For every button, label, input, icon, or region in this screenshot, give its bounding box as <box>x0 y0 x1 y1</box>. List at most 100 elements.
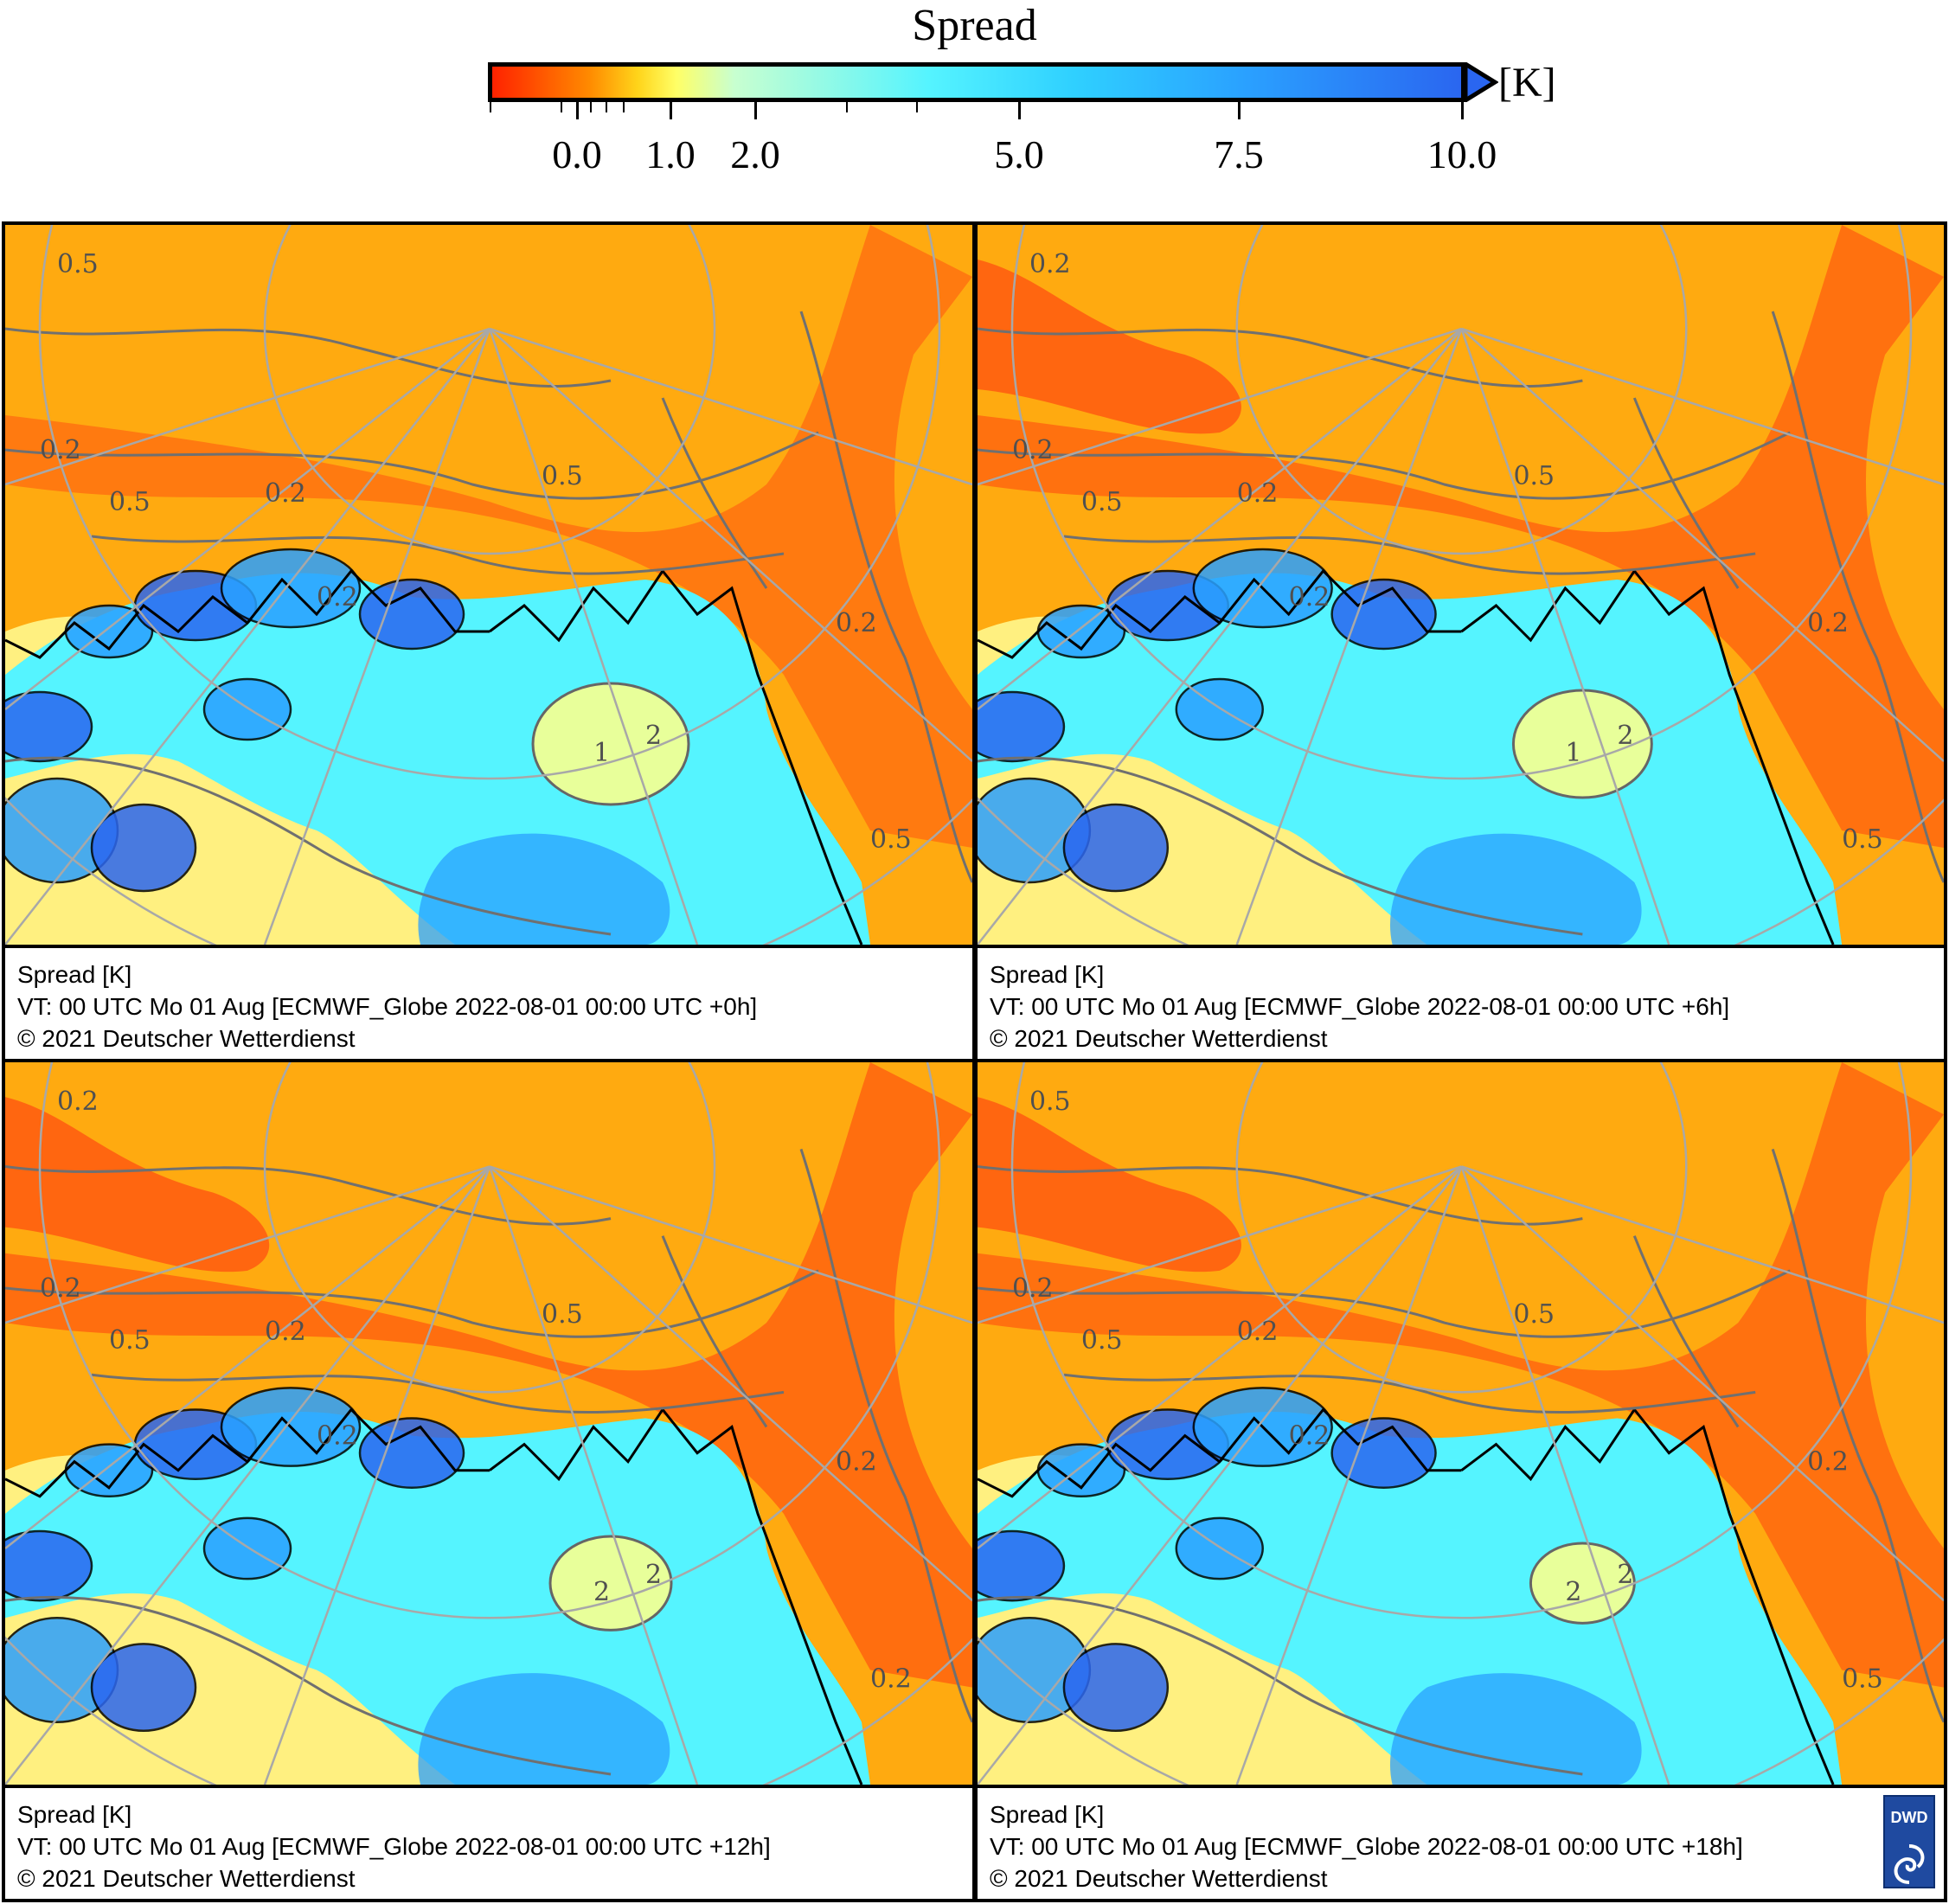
coastline <box>489 568 863 945</box>
contour-label: 0.5 <box>542 461 583 491</box>
contour-label: 2 <box>593 1577 610 1607</box>
coastline <box>5 1407 490 1498</box>
contour-line <box>978 756 1583 936</box>
coastline <box>489 1407 863 1785</box>
legend-title: Spread <box>912 1 1037 50</box>
colorbar-tick <box>670 102 672 119</box>
graticule-meridian <box>978 1165 1463 1785</box>
graticule-meridian <box>5 1165 490 1324</box>
graticule-circle <box>38 225 941 780</box>
caption-0h: Spread [K] VT: 00 UTC Mo 01 Aug [ECMWF_G… <box>5 945 972 1059</box>
contour-label: 0.2 <box>1807 608 1849 638</box>
colorbar-tick <box>1238 102 1241 119</box>
colorbar-tick <box>754 102 757 119</box>
island <box>1062 1643 1170 1733</box>
graticule-meridian <box>1461 1165 1944 1324</box>
graticule-meridian <box>489 327 972 486</box>
contour-label: 2 <box>1617 721 1633 751</box>
graticule-meridian <box>489 1165 972 1602</box>
graticule-meridian <box>489 1165 972 1324</box>
graticule-meridian <box>1460 328 1670 945</box>
colorbar-tick <box>1018 102 1021 119</box>
graticule-meridian <box>978 1165 1462 1324</box>
contour-label: 0.5 <box>870 824 912 855</box>
contour-label: 0.5 <box>1029 1087 1071 1117</box>
island <box>978 690 1066 763</box>
contour-line <box>978 1595 1583 1776</box>
contour-label: 0.2 <box>870 1664 912 1695</box>
contour-label: 0.5 <box>1842 824 1883 855</box>
coastline <box>5 568 490 659</box>
island <box>358 1417 465 1490</box>
high-spread-area <box>1389 1673 1642 1785</box>
caption-copyright: © 2021 Deutscher Wetterdienst <box>990 1025 1328 1052</box>
graticule-meridian <box>5 328 490 945</box>
colorbar-tick-label: 10.0 <box>1426 132 1497 176</box>
island <box>202 1516 292 1580</box>
graticule-meridian <box>978 328 1463 710</box>
map-panel-12h: 0.2 0.2 0.5 0.2 0.5 0.2 2 2 0.2 0.2 Spread [K] VT… <box>2 1059 976 1902</box>
contour-line <box>5 327 612 388</box>
low-spread-interior <box>548 1535 673 1632</box>
contour-label: 0.2 <box>1807 1447 1849 1478</box>
dwd-logo: DWD <box>1883 1795 1935 1888</box>
contour-label: 0.2 <box>1289 582 1330 612</box>
contour-label: 0.2 <box>317 1421 358 1452</box>
contour-label: 0.2 <box>836 1447 877 1478</box>
colorbar-tick-label: 7.5 <box>1214 132 1264 176</box>
colorbar-tick-label: 5.0 <box>994 132 1044 176</box>
graticule-meridian <box>1235 1166 1463 1785</box>
graticule-meridian <box>978 328 1463 945</box>
contour-label: 0.2 <box>1029 249 1071 279</box>
high-spread-area <box>418 833 670 945</box>
graticule-meridian <box>1461 327 1944 486</box>
coastline <box>1460 1407 1835 1785</box>
contour-line <box>91 1373 785 1414</box>
colorbar-tick-label: 2.0 <box>730 132 780 176</box>
map-panel-6h: 0.2 0.2 0.5 0.2 0.5 0.2 1 2 0.5 0.2 Spread [K] VT… <box>974 221 1947 1062</box>
contour-line <box>5 1595 612 1776</box>
graticule-meridian <box>488 328 699 945</box>
caption-field: Spread [K] <box>990 961 1105 988</box>
contour-label: 0.2 <box>1012 435 1054 465</box>
graticule-meridian <box>5 1165 490 1550</box>
graticule-circle <box>38 1062 941 1619</box>
colorbar-tick-label: 0.0 <box>552 132 602 176</box>
contour-label: 0.2 <box>836 608 877 638</box>
island <box>1175 1516 1264 1580</box>
graticule-circle <box>1010 225 1913 780</box>
low-spread-band <box>5 1062 972 1688</box>
contour-label: 1 <box>1565 738 1581 768</box>
contour-line <box>661 397 768 589</box>
contour-label: 0.2 <box>1237 1317 1279 1347</box>
island <box>978 1529 1066 1602</box>
contour-line <box>5 1164 612 1226</box>
island <box>5 690 93 763</box>
graticule-meridian <box>489 328 972 762</box>
island <box>358 578 465 651</box>
contour-line <box>91 535 785 575</box>
contour-label: 0.5 <box>1842 1664 1883 1695</box>
contour-label: 2 <box>645 721 662 751</box>
island <box>202 677 292 741</box>
graticule-circle <box>263 225 716 555</box>
contour-line <box>978 1164 1583 1226</box>
island <box>5 1529 93 1602</box>
contour-line <box>1063 535 1756 575</box>
caption-12h: Spread [K] VT: 00 UTC Mo 01 Aug [ECMWF_G… <box>5 1785 972 1899</box>
contour-label: 0.5 <box>109 487 151 517</box>
graticule-circle <box>1235 225 1688 555</box>
contour-line <box>5 431 819 500</box>
caption-field: Spread [K] <box>990 1801 1105 1828</box>
contour-label: 2 <box>645 1560 662 1590</box>
contour-label: 2 <box>1565 1577 1581 1607</box>
graticule-meridian <box>5 328 490 710</box>
caption-copyright: © 2021 Deutscher Wetterdienst <box>17 1865 356 1892</box>
map-panel-18h: 0.5 0.2 0.5 0.2 0.5 0.2 2 2 0.5 0.2 Spread [K] VT… <box>974 1059 1947 1902</box>
graticule-meridian <box>5 327 490 486</box>
contour-label: 0.5 <box>1513 461 1555 491</box>
coastline <box>1460 568 1835 945</box>
contour-line <box>1063 1373 1756 1414</box>
graticule-meridian <box>263 1166 491 1785</box>
greenland-land <box>5 573 870 945</box>
